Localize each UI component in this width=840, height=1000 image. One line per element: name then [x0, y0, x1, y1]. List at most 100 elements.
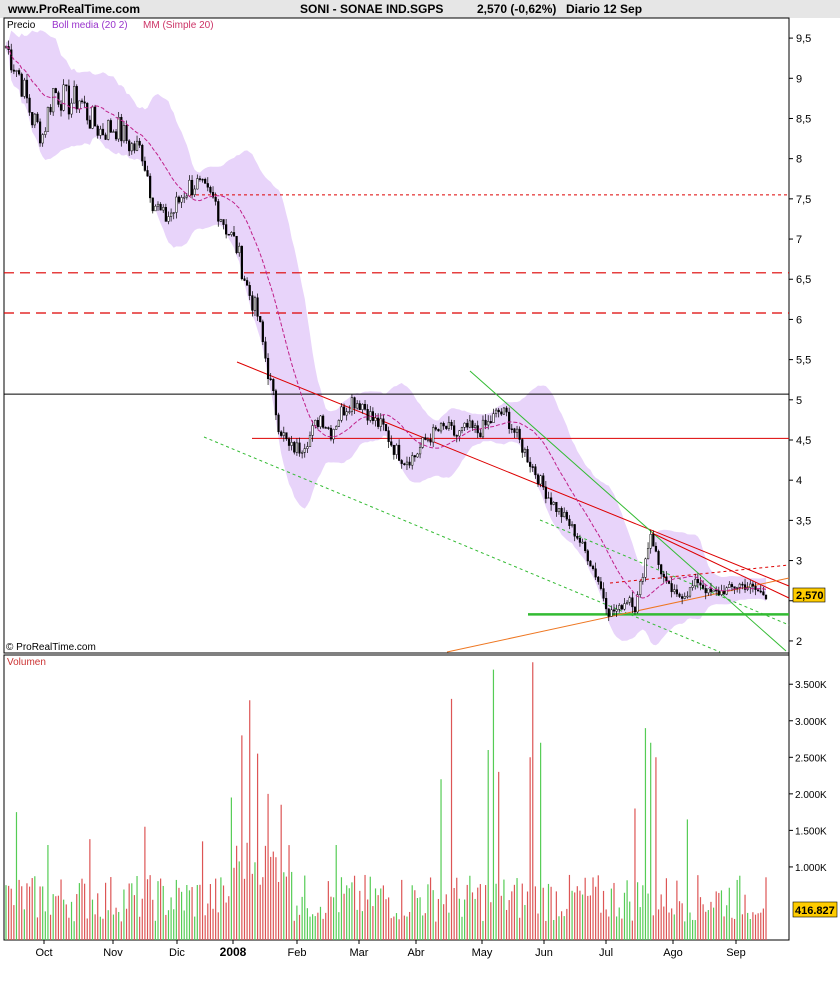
candle-body	[172, 212, 175, 214]
price-tick-label: 9,5	[796, 33, 811, 45]
candle-body	[631, 597, 634, 608]
candle-body	[44, 131, 47, 135]
candle-body	[222, 219, 225, 225]
candle-body	[52, 88, 55, 113]
candle-body	[544, 486, 547, 499]
candle-body	[560, 508, 563, 518]
candle-body	[80, 100, 84, 103]
candle-body	[437, 429, 440, 432]
candle-body	[162, 207, 165, 211]
candle-body	[324, 427, 327, 429]
candle-body	[662, 573, 665, 577]
candle-body	[96, 125, 99, 136]
candle-body	[285, 432, 288, 440]
candle-body	[151, 197, 154, 212]
candle-body	[681, 596, 684, 599]
candle-body	[589, 560, 592, 567]
candle-body	[500, 411, 503, 415]
candle-body	[460, 427, 464, 431]
candle-body	[605, 598, 608, 610]
chart-period: Diario 12 Sep	[566, 2, 643, 16]
candle-body	[733, 586, 736, 589]
candle-body	[584, 541, 587, 552]
candle-body	[487, 421, 490, 426]
candle-body	[164, 207, 167, 222]
candle-body	[280, 431, 283, 436]
candle-body	[141, 144, 144, 162]
candle-body	[576, 535, 579, 539]
candle-body	[615, 609, 618, 612]
candle-body	[41, 134, 44, 144]
last-price-box	[792, 587, 826, 603]
candle-body	[550, 497, 553, 505]
candle-body	[759, 590, 762, 593]
candle-body	[248, 285, 251, 296]
site-url[interactable]: www.ProRealTime.com	[8, 2, 141, 16]
candle-body	[602, 588, 605, 599]
candle-body	[117, 117, 120, 140]
price-tick-label: 7,5	[796, 194, 811, 206]
candle-body	[510, 428, 513, 430]
candle-body	[211, 192, 215, 198]
candle-body	[101, 128, 105, 136]
candle-body	[526, 449, 529, 463]
price-tick-label: 9	[796, 73, 802, 85]
candle-body	[484, 419, 487, 426]
candle-body	[505, 407, 508, 413]
candle-body	[652, 534, 655, 547]
month-label: Sep	[726, 947, 746, 959]
candle-body	[311, 425, 314, 436]
candle-body	[678, 593, 681, 597]
candle-body	[568, 518, 571, 526]
candle-body	[707, 588, 710, 594]
legend-bollinger: Boll media (20 2)	[52, 20, 128, 31]
volume-panel[interactable]	[3, 654, 790, 941]
candle-body	[644, 558, 647, 578]
candle-body	[46, 106, 50, 132]
candle-body	[594, 568, 597, 578]
candle-body	[62, 84, 65, 111]
candle-body	[670, 583, 673, 593]
candle-body	[497, 409, 500, 413]
candle-body	[374, 417, 377, 421]
candle-body	[91, 106, 94, 129]
chart-header-bar: www.ProRealTime.com SONI - SONAE IND.SGP…	[0, 0, 840, 18]
candle-body	[686, 595, 689, 598]
candle-body	[432, 427, 435, 443]
candle-body	[513, 428, 516, 433]
candle-body	[261, 321, 264, 343]
candle-body	[251, 295, 254, 311]
candle-body	[675, 589, 678, 595]
candle-body	[154, 205, 157, 212]
candle-body	[379, 418, 382, 427]
candle-body	[177, 196, 181, 203]
candle-body	[536, 474, 540, 485]
candle-body	[20, 73, 23, 97]
candle-body	[542, 475, 545, 488]
candle-body	[586, 550, 589, 562]
candle-body	[253, 297, 257, 311]
candle-body	[298, 442, 301, 454]
candle-body	[639, 581, 642, 595]
candle-body	[754, 585, 757, 590]
candle-body	[751, 583, 754, 587]
candle-body	[529, 461, 532, 467]
candle-body	[390, 441, 393, 446]
candle-body	[185, 195, 188, 198]
candle-body	[591, 565, 595, 570]
legend-price: Precio	[7, 20, 36, 31]
candle-body	[293, 442, 296, 453]
candle-body	[646, 548, 650, 560]
candle-body	[303, 448, 306, 453]
candle-body	[728, 584, 731, 589]
candle-body	[453, 425, 456, 436]
candle-body	[492, 413, 495, 423]
candle-body	[183, 196, 186, 199]
price-tick-label: 5	[796, 395, 802, 407]
candle-body	[717, 590, 720, 596]
candle-body	[25, 79, 29, 99]
candle-body	[434, 427, 437, 430]
candle-body	[426, 438, 430, 441]
candle-body	[618, 605, 621, 610]
